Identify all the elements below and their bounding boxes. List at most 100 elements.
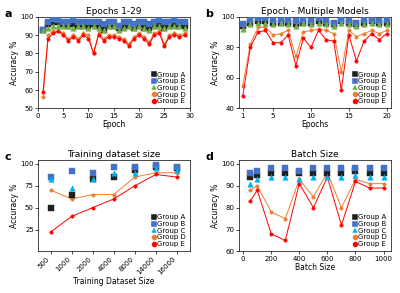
Point [47,205,54,210]
Point [40,27,46,32]
X-axis label: Batch Size: Batch Size [295,263,335,272]
Point [90,22,97,26]
Title: Epochs 1-29: Epochs 1-29 [86,7,142,16]
Point [247,170,253,175]
Point [376,21,382,25]
Point [268,175,274,179]
Point [90,176,96,181]
Point [70,25,76,30]
Point [80,23,87,28]
Point [116,23,122,28]
Title: Training dataset size: Training dataset size [67,150,160,159]
Point [166,23,172,28]
Point [40,27,46,32]
Point [324,166,331,171]
Point [262,19,269,24]
Point [324,170,331,175]
Point [384,22,390,27]
Point [285,22,292,27]
Point [100,22,107,26]
Text: a: a [4,9,12,19]
Point [131,22,137,26]
Point [136,20,142,25]
Point [285,18,292,22]
Point [166,20,172,25]
Point [153,166,159,171]
Point [161,25,168,30]
Point [126,23,132,28]
Point [296,170,302,175]
Point [90,170,96,175]
Point [106,23,112,28]
Point [254,168,260,173]
Point [361,22,367,27]
Point [68,169,75,173]
X-axis label: Training Dataset Size: Training Dataset Size [73,277,154,286]
Point [176,23,183,28]
Point [60,22,66,26]
Point [296,168,302,173]
Point [255,16,261,21]
Legend: Group A, Group B, Group C, Group D, Group E: Group A, Group B, Group C, Group D, Grou… [353,214,387,248]
Point [300,21,306,25]
Point [65,23,72,28]
Point [50,23,56,28]
Point [181,23,188,28]
Point [296,177,302,182]
Point [90,23,97,28]
Point [65,23,72,28]
Point [293,23,299,28]
Point [384,21,390,25]
Point [95,23,102,28]
Title: Epoch - Multiple Models: Epoch - Multiple Models [261,7,369,16]
Point [85,25,92,30]
Point [323,19,329,24]
Point [153,163,159,167]
Point [146,25,152,30]
Point [126,23,132,28]
Point [254,177,260,182]
Legend: Group A, Group B, Group C, Group D, Group E: Group A, Group B, Group C, Group D, Grou… [353,71,387,105]
Point [161,25,168,30]
Point [136,23,142,28]
Point [353,23,360,28]
Point [315,16,322,21]
Point [110,170,117,175]
Point [45,25,51,30]
Point [278,21,284,25]
Point [300,21,306,25]
Point [45,20,51,25]
Y-axis label: Accuracy %: Accuracy % [10,40,19,85]
Point [55,20,61,25]
X-axis label: Epoch: Epoch [102,120,125,129]
Y-axis label: Accuracy %: Accuracy % [10,183,19,228]
Point [262,21,269,25]
Point [75,23,82,28]
Point [380,166,387,171]
Point [55,18,61,23]
Point [85,23,92,28]
Point [352,168,359,173]
Text: c: c [4,152,11,162]
Point [282,175,288,179]
Point [366,166,373,171]
Point [110,23,117,28]
Point [132,170,138,175]
Point [361,21,367,25]
Point [310,170,316,175]
Point [141,25,147,30]
Point [80,23,87,28]
Point [90,176,96,181]
Point [254,173,260,177]
Point [270,18,276,22]
Point [161,20,168,25]
Point [174,166,180,171]
Point [47,175,54,179]
Point [247,21,254,25]
Point [338,170,345,175]
Point [131,25,137,30]
Point [171,22,178,26]
Point [330,22,337,27]
Point [40,27,46,32]
Point [75,23,82,28]
